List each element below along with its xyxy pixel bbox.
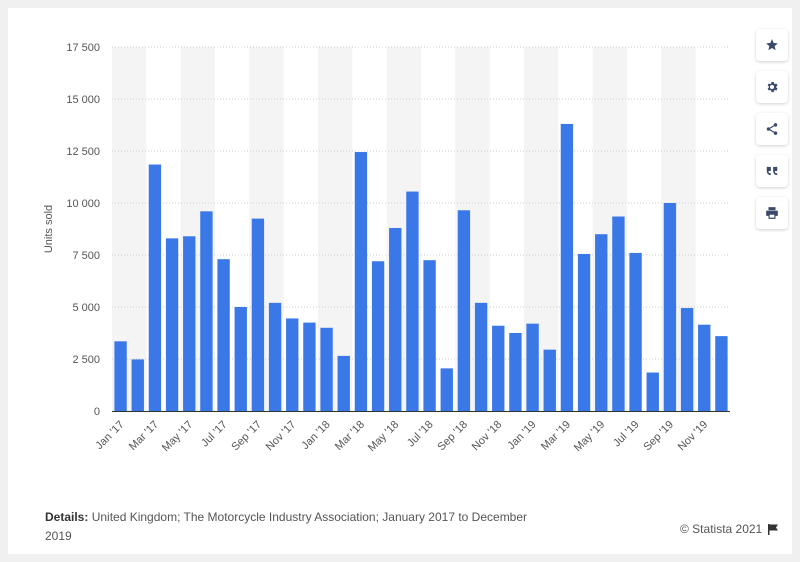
bar-chart: 0 2 500 5 000 7 500 10 000 12 500 15 000 17 500… [43, 42, 730, 454]
x-tick-label: Jan '19 [505, 419, 538, 452]
quote-icon [766, 166, 778, 176]
bar [286, 318, 299, 411]
credit-text: © Statista 2021 [680, 522, 763, 536]
y-tick-label: 2 500 [72, 354, 100, 366]
bar [234, 307, 247, 411]
y-tick-label: 17 500 [66, 42, 100, 54]
bar [165, 238, 179, 411]
print-button[interactable] [756, 197, 788, 229]
settings-button[interactable] [756, 71, 788, 103]
x-tick-label: Jul '19 [611, 419, 642, 450]
bar [423, 260, 436, 411]
cite-button[interactable] [756, 155, 788, 187]
bar [509, 333, 522, 411]
bar [183, 236, 196, 411]
bar [320, 327, 333, 411]
bar [663, 203, 677, 411]
x-tick-label: Sep '18 [435, 419, 470, 454]
favorite-button[interactable] [756, 29, 788, 61]
bar [457, 210, 471, 411]
x-tick-label: May '17 [160, 419, 195, 454]
x-tick-label: Mar '18 [333, 419, 367, 453]
bar [148, 164, 162, 411]
bar [560, 123, 574, 412]
y-tick-label: 7 500 [72, 250, 100, 262]
star-icon [766, 39, 778, 51]
bar [526, 323, 539, 411]
x-tick-label: Nov '19 [676, 419, 711, 454]
bar [612, 216, 625, 411]
bar [406, 191, 419, 411]
bar [492, 325, 505, 411]
bar [543, 349, 556, 411]
bar [629, 252, 642, 411]
x-tick-label: Jul '17 [199, 419, 230, 450]
x-tick-label: Nov '18 [470, 419, 505, 454]
bar [268, 302, 282, 411]
details-label: Details: [45, 510, 89, 524]
bar [715, 336, 728, 411]
bar [371, 261, 385, 411]
statista-credit[interactable]: © Statista 2021 [680, 522, 779, 536]
flag-icon [768, 523, 779, 535]
y-tick-label: 0 [94, 406, 100, 418]
bar [389, 227, 402, 411]
y-tick-label: 5 000 [72, 302, 100, 314]
x-tick-label: Mar '17 [127, 419, 161, 453]
bar [200, 211, 213, 411]
bar [354, 152, 368, 412]
x-tick-label: Jan '17 [93, 419, 126, 452]
y-tick-label: 12 500 [66, 146, 100, 158]
share-icon [766, 123, 778, 135]
x-tick-label: May '19 [572, 419, 607, 454]
print-icon [766, 207, 778, 219]
gear-icon [767, 81, 778, 93]
bar [131, 359, 144, 411]
bar [698, 324, 711, 411]
background-bands [112, 47, 696, 411]
bar [595, 234, 608, 411]
bar [474, 302, 488, 411]
y-tick-label: 10 000 [66, 198, 100, 210]
chart-card: 0 2 500 5 000 7 500 10 000 12 500 15 000 17 500… [8, 8, 792, 554]
y-tick-label: 15 000 [66, 94, 100, 106]
bar [440, 368, 453, 411]
y-axis-ticks: 0 2 500 5 000 7 500 10 000 12 500 15 000 17 500 [66, 42, 100, 418]
y-axis-label: Units sold [43, 205, 55, 253]
bar [303, 322, 316, 411]
details-note: Details: United Kingdom; The Motorcycle … [45, 508, 555, 546]
x-tick-label: Nov '17 [264, 419, 299, 454]
x-tick-label: Sep '19 [641, 419, 676, 454]
bars [114, 123, 728, 412]
bar [217, 259, 230, 411]
gridlines [112, 46, 730, 360]
x-tick-label: Jul '18 [405, 419, 436, 450]
bar [646, 372, 659, 411]
bar [577, 253, 591, 411]
bar [251, 218, 265, 411]
x-tick-label: Jan '18 [299, 419, 332, 452]
x-tick-label: Mar '19 [539, 419, 573, 453]
share-button[interactable] [756, 113, 788, 145]
details-text: United Kingdom; The Motorcycle Industry … [45, 510, 528, 543]
x-tick-label: May '18 [366, 419, 401, 454]
bar [680, 308, 694, 411]
x-tick-label: Sep '17 [229, 419, 264, 454]
bar [337, 355, 350, 411]
bar [114, 341, 127, 411]
